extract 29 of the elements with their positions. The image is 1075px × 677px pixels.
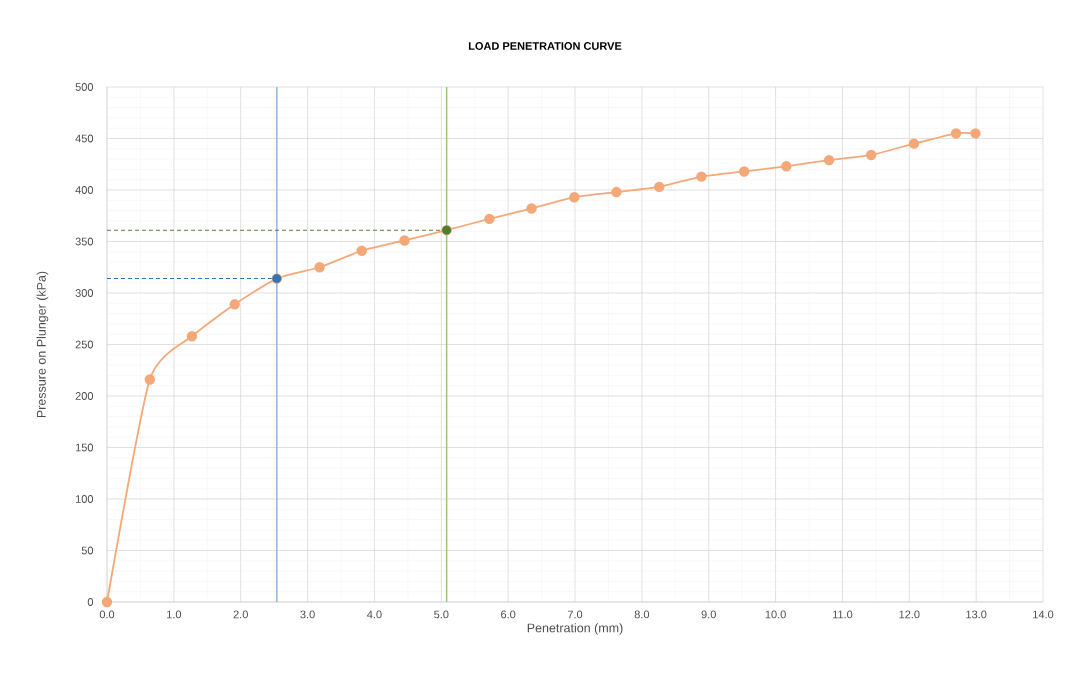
y-tick-label: 0 (87, 598, 94, 606)
y-tick-label: 200 (75, 392, 94, 400)
x-tick-label: 1.0 (167, 610, 182, 619)
x-tick-label: 4.0 (367, 610, 382, 619)
y-tick-label: 150 (75, 443, 94, 452)
y-tick-label: 300 (75, 289, 94, 297)
x-tick-label: 6.0 (501, 610, 516, 619)
y-tick-label: 100 (75, 495, 94, 503)
y-axis-title: Pressure on Plunger (kPa) (36, 271, 49, 418)
y-tick-label: 350 (75, 237, 94, 246)
x-tick-label: 12.0 (899, 610, 920, 619)
x-tick-label: 7.0 (567, 610, 583, 619)
x-tick-label: 2.0 (233, 610, 248, 619)
x-tick-label: 8.0 (634, 610, 650, 619)
chart-title: LOAD PENETRATION CURVE (468, 42, 622, 50)
x-tick-label: 5.0 (434, 610, 449, 619)
y-tick-label: 400 (75, 186, 94, 194)
y-tick-label: 250 (75, 340, 94, 349)
x-tick-label: 10.0 (765, 610, 786, 619)
x-tick-label: 14.0 (1033, 610, 1054, 619)
y-tick-label: 450 (75, 134, 94, 143)
x-axis-title: Penetration (mm) (527, 623, 623, 635)
x-tick-label: 0.0 (99, 610, 115, 619)
y-tick-label: 50 (81, 546, 94, 555)
x-tick-label: 3.0 (300, 610, 315, 619)
x-tick-label: 11.0 (832, 610, 853, 619)
x-tick-label: 9.0 (701, 610, 716, 619)
y-tick-label: 500 (75, 83, 94, 91)
x-tick-label: 13.0 (966, 610, 987, 619)
